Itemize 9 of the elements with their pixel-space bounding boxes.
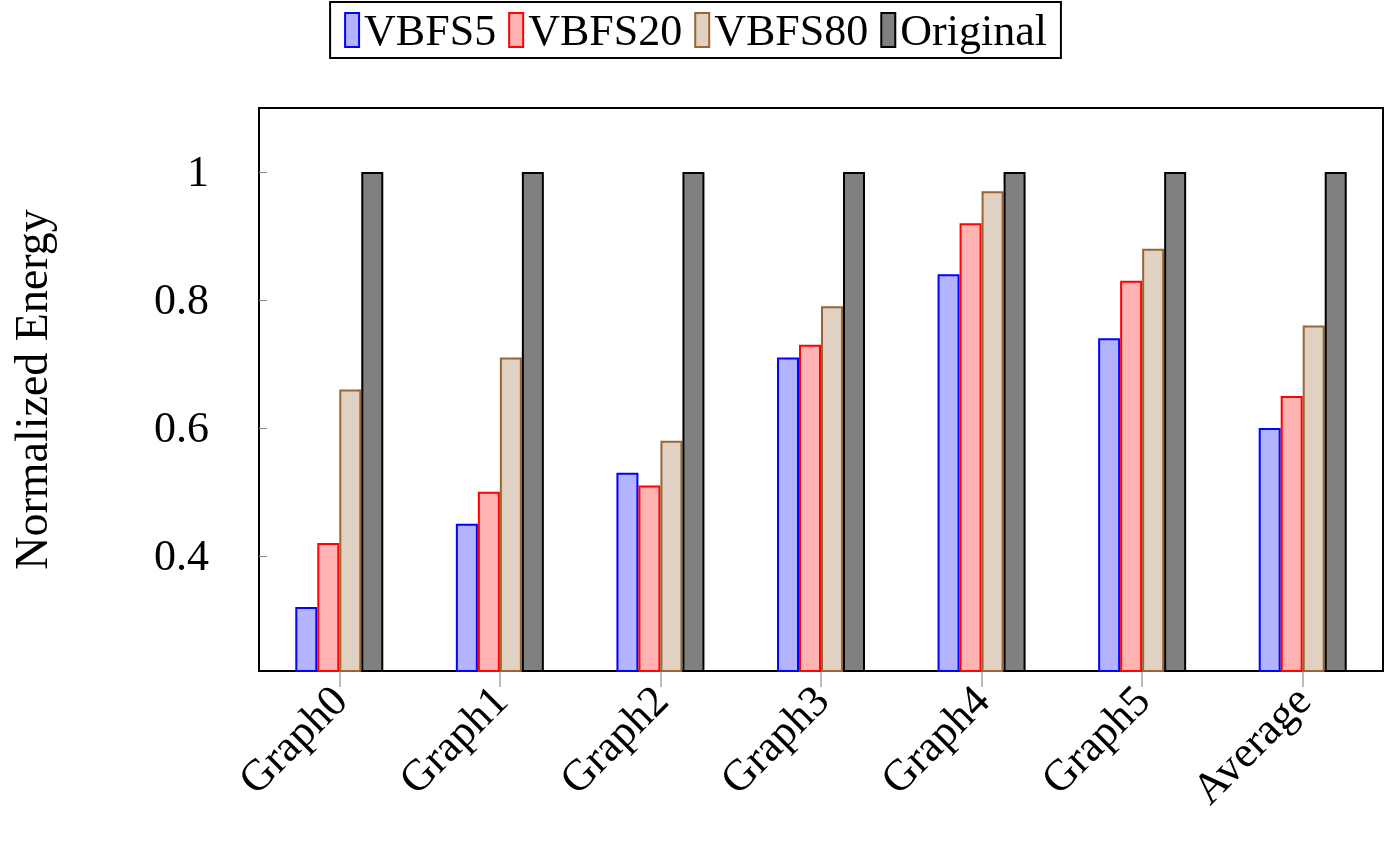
y-tick-label: 0.6 [154,403,209,453]
y-axis-title: Normalized Energy [5,209,57,570]
legend-label: VBFS5 [364,5,497,55]
y-tick-label: 1 [187,147,209,197]
legend-label: VBFS80 [714,5,869,55]
y-tick-label: 0.4 [154,531,209,581]
y-tick-label: 0.8 [154,275,209,325]
legend-label: VBFS20 [528,5,683,55]
legend-label: Original [900,5,1047,55]
